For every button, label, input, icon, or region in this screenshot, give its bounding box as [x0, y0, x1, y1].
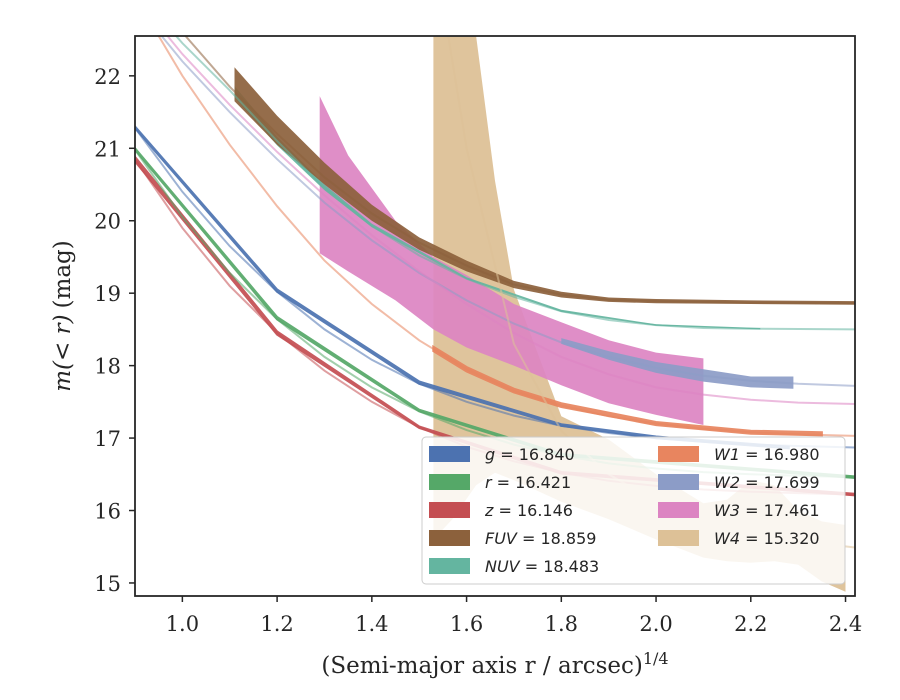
x-tick-label: 1.2 — [260, 612, 293, 636]
legend-label-w1: W1 = 16.980 — [714, 445, 820, 464]
x-tick-label: 2.4 — [829, 612, 862, 636]
x-axis-exponent: 1/4 — [643, 649, 669, 668]
legend-swatch-g — [429, 446, 470, 462]
plot-frame — [134, 35, 856, 597]
legend: g = 16.840 r = 16.421 z = 16.146 FUV = 18.8… — [421, 436, 846, 585]
y-tick-label: 22 — [94, 65, 121, 89]
band-w2 — [561, 338, 794, 389]
legend-swatch-r — [429, 474, 470, 490]
x-tick-label: 1.6 — [450, 612, 483, 636]
model-curve-fuv — [184, 36, 855, 305]
legend-swatch-nuv — [429, 558, 470, 574]
x-axis-title: (Semi-major axis r / arcsec)1/4 — [321, 649, 668, 679]
legend-label-w2: W2 = 17.699 — [714, 473, 820, 492]
y-tick-label: 17 — [94, 427, 121, 451]
x-tick-label: 1.0 — [166, 612, 199, 636]
model-curve-w2 — [160, 36, 855, 387]
legend-label-g: g = 16.840 — [485, 445, 575, 464]
y-tick-label: 19 — [94, 282, 121, 306]
legend-label-nuv: NUV = 18.483 — [485, 557, 599, 576]
x-tick-label: 1.4 — [355, 612, 388, 636]
y-axis-unit: (mag) — [50, 240, 76, 308]
legend-swatch-w2 — [658, 474, 699, 490]
model-curve-w3 — [166, 36, 855, 405]
band-fuv — [234, 67, 855, 305]
legend-swatch-w3 — [658, 502, 699, 518]
band-w1 — [432, 344, 823, 437]
x-tick-label: 2.0 — [639, 612, 672, 636]
legend-label-w3: W3 = 17.461 — [714, 501, 820, 520]
band-w3 — [319, 96, 704, 425]
y-tick-label: 21 — [94, 137, 121, 161]
legend-swatch-w1 — [658, 446, 699, 462]
x-tick-label: 2.2 — [734, 612, 767, 636]
band-r — [135, 146, 855, 480]
legend-label-r: r = 16.421 — [485, 473, 571, 492]
model-curve-w1 — [157, 36, 855, 437]
y-tick-label: 15 — [94, 572, 121, 596]
y-axis-symbol: m(< r) — [50, 314, 76, 391]
legend-label-z: z = 16.146 — [484, 501, 573, 520]
y-tick-label: 18 — [94, 355, 121, 379]
y-tick-label: 16 — [94, 500, 121, 524]
legend-swatch-z — [429, 502, 470, 518]
x-axis: 1.0 1.2 1.4 1.6 1.8 2.0 2.2 2.4 — [166, 596, 862, 636]
legend-swatch-fuv — [429, 530, 470, 546]
legend-label-fuv: FUV = 18.859 — [485, 529, 596, 548]
legend-box — [421, 436, 846, 585]
y-axis: 15 16 17 18 19 20 21 22 — [94, 65, 135, 596]
model-curve-nuv — [174, 36, 855, 331]
x-tick-label: 1.8 — [545, 612, 578, 636]
y-tick-label: 20 — [94, 210, 121, 234]
legend-label-w4: W4 = 15.320 — [714, 529, 820, 548]
y-axis-title: m(< r) (mag) — [50, 240, 76, 392]
legend-swatch-w4 — [658, 530, 699, 546]
